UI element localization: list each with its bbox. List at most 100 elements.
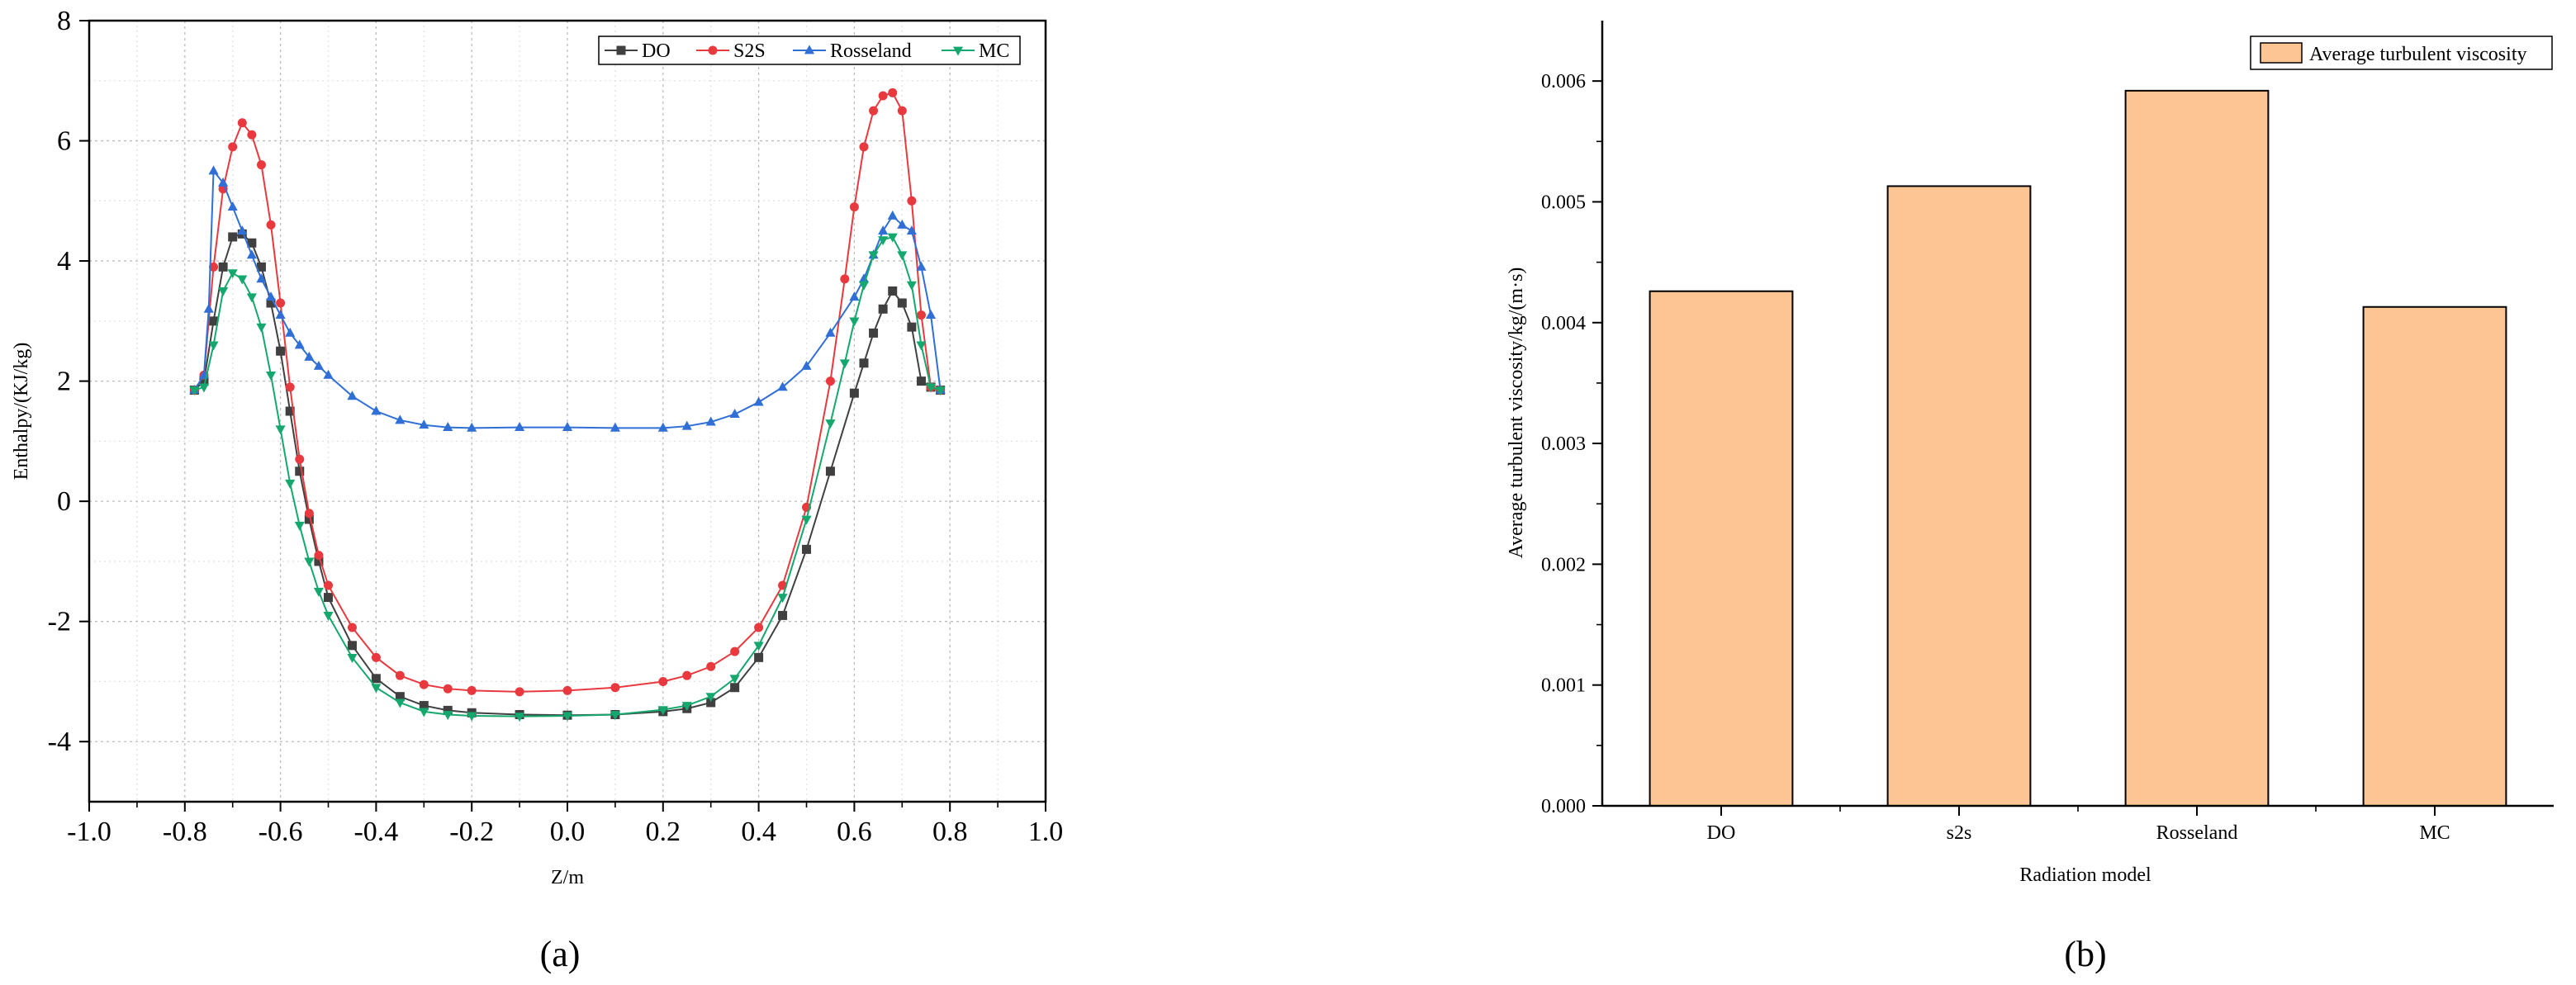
x-tick-label: Rosseland [2156,822,2238,844]
x-axis-label: Z/m [551,867,584,888]
data-point-s2s [658,676,668,686]
data-point-rosseland [443,422,453,432]
series-s2s [189,88,946,697]
data-point-rosseland [285,327,296,337]
legend-marker-s2s [708,45,718,55]
data-point-mc [610,711,620,721]
data-point-mc [371,684,382,694]
data-point-s2s [610,683,620,693]
legend-label: Average turbulent viscosity [2309,44,2526,65]
y-tick-label: 0.006 [1541,71,1586,92]
legend-label-mc: MC [979,40,1009,62]
y-tick-label: 0.004 [1541,313,1586,334]
data-point-rosseland [657,422,668,432]
data-point-rosseland [849,291,860,301]
data-point-rosseland [203,303,214,313]
series-mc [189,233,946,722]
x-tick-label: MC [2419,822,2450,844]
data-point-rosseland [825,327,836,337]
data-point-do [285,406,295,416]
data-point-mc [246,293,257,303]
legend-marker-rosseland [804,45,815,54]
data-point-mc [868,251,879,261]
y-tick-label: 8 [57,6,71,36]
data-point-s2s [324,580,333,590]
data-point-rosseland [753,396,764,406]
data-point-rosseland [515,422,525,432]
series-rosseland [189,165,946,432]
data-point-mc [208,341,219,351]
data-point-rosseland [681,420,692,430]
legend-marker-do [616,45,626,55]
data-point-s2s [395,670,405,680]
data-point-rosseland [395,414,406,424]
data-point-mc [189,386,200,396]
x-tick-label: DO [1707,822,1736,844]
x-tick-label: -0.8 [163,817,207,847]
bar-do [1649,290,1794,807]
y-tick-label: -4 [48,727,71,757]
data-point-mc [839,359,850,369]
y-tick-label: 0.005 [1541,192,1586,213]
data-point-mc [467,712,477,722]
data-point-mc [313,587,324,597]
data-point-s2s [916,310,926,320]
data-point-mc [729,675,740,684]
data-point-mc [562,712,573,722]
x-tick-label: s2s [1947,822,1972,844]
data-point-s2s [276,298,286,308]
data-point-do [730,683,740,693]
x-tick-label: -0.2 [449,817,494,847]
data-point-mc [681,702,692,712]
data-point-do [419,701,429,711]
data-point-do [395,692,405,702]
x-tick-label: 0.4 [741,817,776,847]
data-point-mc [218,287,229,297]
data-point-rosseland [562,422,573,432]
data-point-s2s [888,88,898,97]
y-tick-label: 0 [57,486,71,517]
data-point-do [324,593,333,603]
bar-rosseland [2124,89,2270,807]
data-point-s2s [443,684,453,694]
x-tick-label: 0.0 [550,817,586,847]
data-point-s2s [266,220,276,230]
data-point-s2s [682,670,692,680]
x-tick-label: 0.6 [837,817,872,847]
grid [89,21,1046,802]
data-point-do [347,641,357,651]
data-point-s2s [256,160,266,170]
y-tick-label: 0.000 [1541,796,1586,817]
data-point-rosseland [371,405,382,415]
data-point-do [859,358,869,368]
data-point-rosseland [265,291,277,301]
data-point-do [371,674,381,684]
data-point-do [314,556,324,566]
legend-swatch [2260,42,2303,64]
enthalpy-line-chart: -1.0 -0.8 -0.6 -0.4 -0.2 0.0 0.2 0.4 0.6 0.8 1.0 -… [11,6,1063,888]
data-point-do [916,376,926,386]
data-point-rosseland [323,369,334,379]
data-point-mc [419,708,429,717]
data-point-do [295,466,305,476]
panel-label-b: (b) [2064,934,2106,974]
data-point-do [888,286,898,296]
y-tick-label: 6 [57,126,71,157]
data-point-mc [906,281,917,291]
y-tick-label: 0.003 [1541,433,1586,455]
x-tick-label: -1.0 [67,817,111,847]
legend-label-s2s: S2S [733,40,766,62]
data-point-s2s [859,142,869,152]
data-point-s2s [314,551,324,561]
data-point-rosseland [925,309,937,319]
data-point-mc [227,269,238,279]
data-point-mc [753,642,764,651]
y-tick-label: 0.002 [1541,554,1586,575]
data-point-do [849,388,859,398]
data-point-rosseland [729,409,740,419]
data-point-s2s [209,262,219,272]
data-point-rosseland [294,339,305,349]
data-point-rosseland [705,416,716,426]
data-point-do [209,316,219,326]
y-tick-label: 2 [57,367,71,397]
